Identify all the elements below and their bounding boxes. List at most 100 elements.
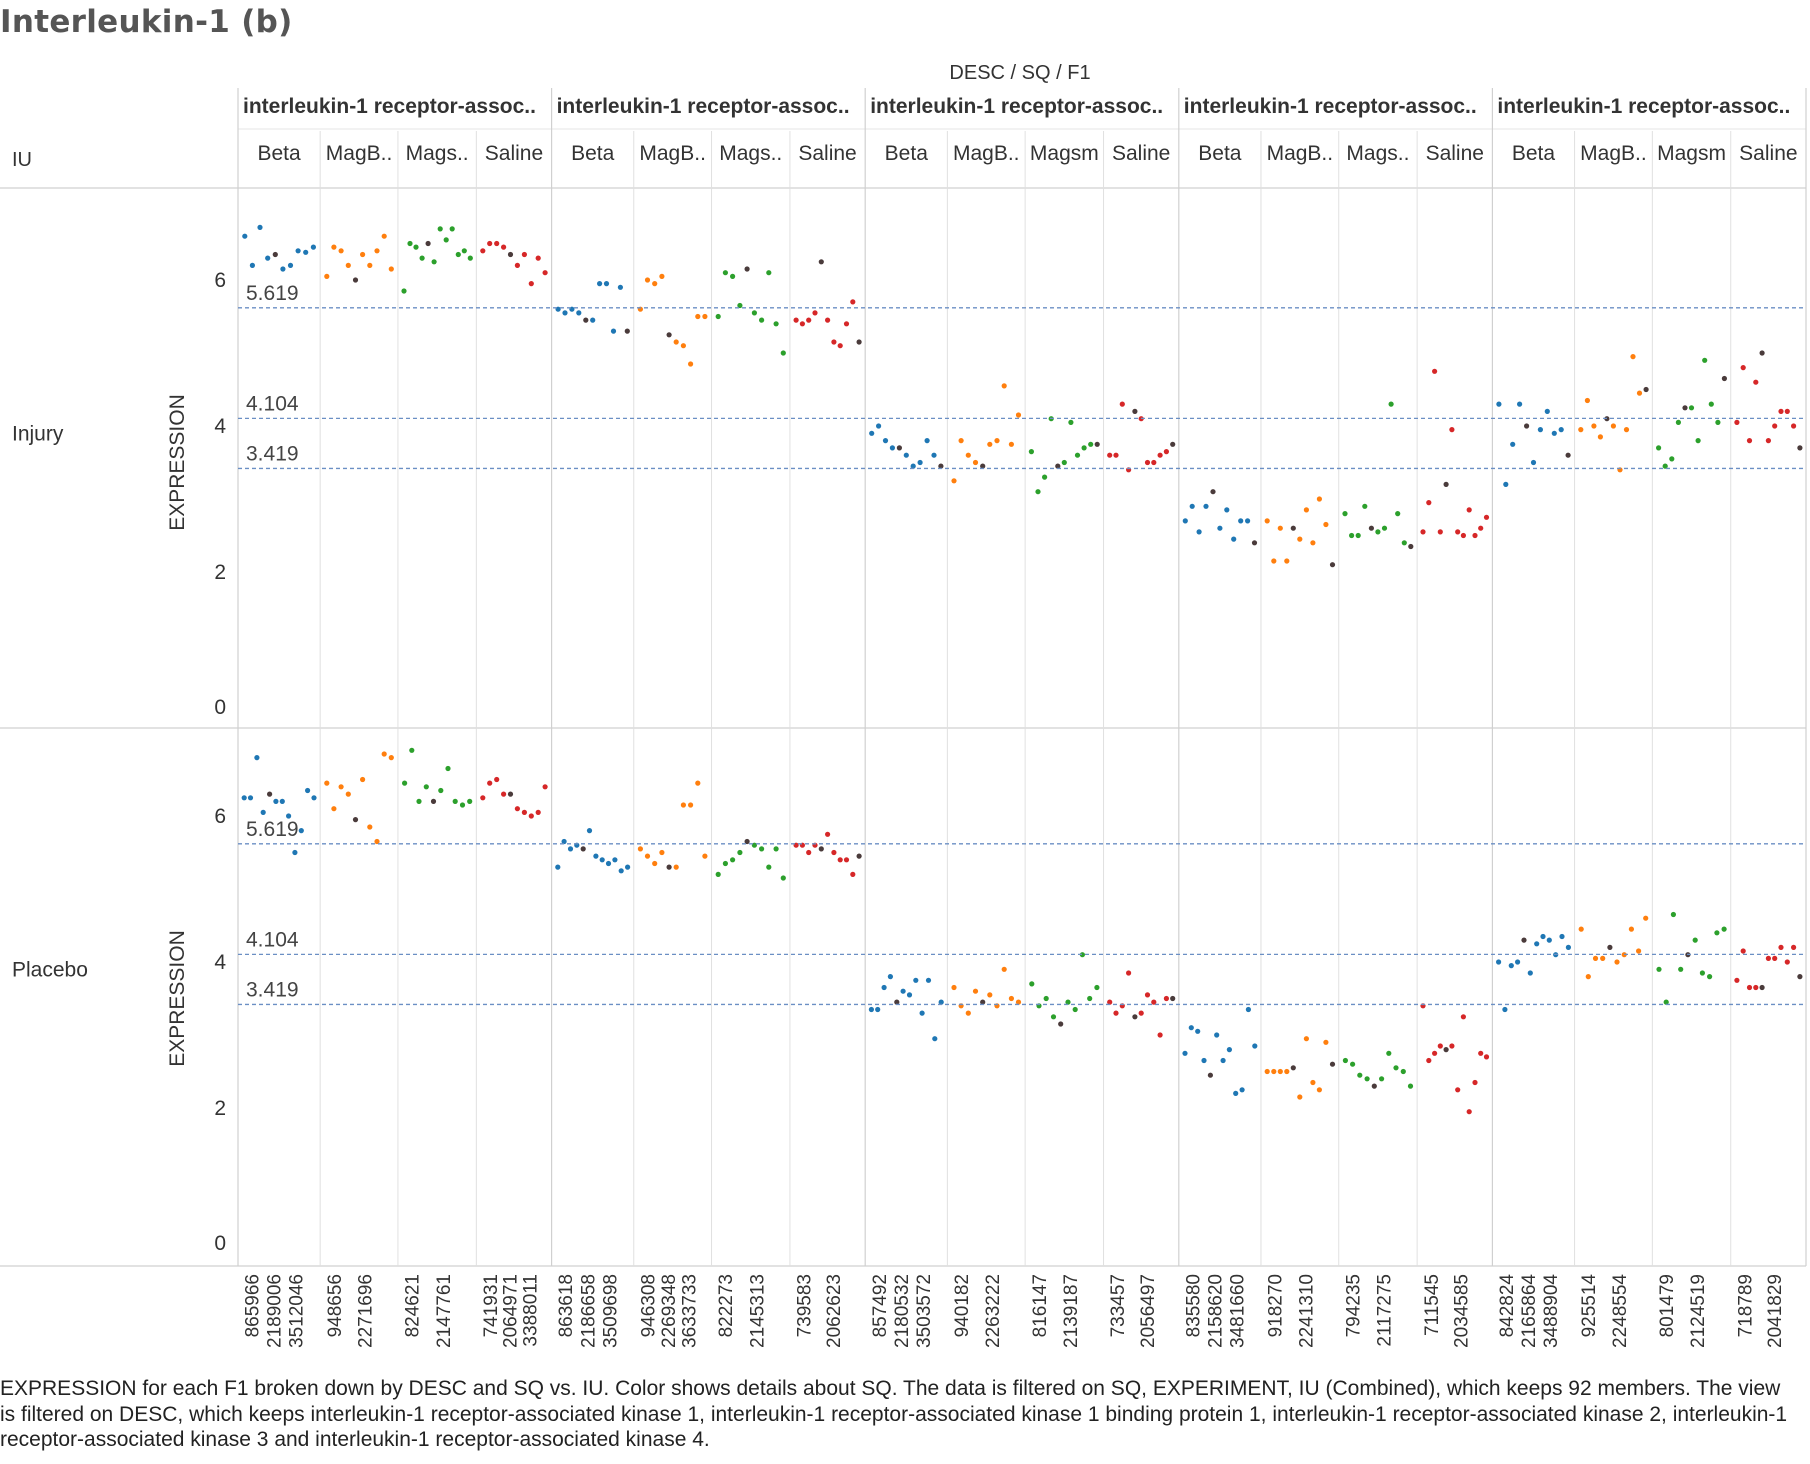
- data-point: [938, 999, 944, 1005]
- data-point: [324, 780, 330, 786]
- data-point: [1182, 1050, 1188, 1056]
- f1-label: 940182: [952, 1274, 973, 1337]
- data-point: [1460, 1014, 1466, 1020]
- data-point: [1375, 529, 1381, 535]
- data-point: [1591, 423, 1597, 429]
- data-point: [972, 988, 979, 994]
- data-point: [856, 339, 862, 345]
- row-dim-label: IU: [12, 149, 32, 171]
- data-point: [254, 755, 260, 761]
- f1-label: 3512046: [287, 1274, 308, 1348]
- data-point: [528, 281, 534, 287]
- data-point: [1303, 507, 1309, 513]
- data-point: [875, 1006, 881, 1013]
- data-point: [1432, 368, 1438, 374]
- f1-label: 865966: [243, 1274, 264, 1337]
- data-point: [625, 864, 631, 870]
- data-point: [352, 817, 359, 823]
- data-point: [951, 984, 957, 991]
- data-point: [722, 860, 729, 867]
- data-point: [1610, 423, 1616, 429]
- data-point: [759, 846, 765, 852]
- f1-label: 2186658: [578, 1274, 599, 1348]
- data-point: [295, 248, 301, 254]
- desc-header: interleukin-1 receptor-assoc..: [870, 95, 1163, 118]
- data-point: [831, 339, 837, 345]
- f1-label: 3388011: [520, 1274, 541, 1347]
- data-point: [1401, 540, 1407, 546]
- data-point: [1432, 1050, 1438, 1056]
- sq-header: Mags..: [406, 142, 469, 165]
- data-point: [980, 463, 986, 469]
- data-point: [407, 240, 413, 247]
- data-point: [715, 313, 721, 320]
- data-point: [352, 277, 359, 283]
- data-point: [1188, 1025, 1194, 1031]
- data-point: [501, 791, 507, 797]
- data-point: [1592, 955, 1599, 962]
- data-point: [279, 798, 285, 805]
- sq-header: Mags..: [1346, 142, 1409, 165]
- data-point: [931, 452, 937, 458]
- data-point: [360, 776, 366, 783]
- f1-label: 2269348: [659, 1274, 680, 1348]
- f1-label: 801479: [1657, 1274, 1678, 1337]
- data-point: [1323, 1039, 1329, 1045]
- data-point: [1163, 995, 1169, 1002]
- data-point: [695, 780, 701, 786]
- y-axis-title: EXPRESSION: [166, 930, 189, 1067]
- data-point: [1157, 452, 1163, 458]
- data-point: [688, 361, 694, 367]
- chart-title: Interleukin-1 (b): [0, 4, 293, 40]
- data-point: [1791, 423, 1797, 429]
- data-point: [1217, 525, 1223, 531]
- data-point: [1239, 1087, 1245, 1093]
- data-point: [1721, 375, 1727, 382]
- data-point: [612, 857, 618, 863]
- data-point: [1772, 423, 1778, 429]
- data-point: [1765, 955, 1771, 962]
- data-point: [1734, 977, 1740, 983]
- data-point: [925, 977, 932, 983]
- data-point: [1797, 445, 1803, 451]
- data-point: [1264, 518, 1270, 524]
- data-point: [241, 795, 247, 801]
- sq-header: Mags..: [719, 142, 782, 165]
- data-point: [825, 317, 831, 323]
- reference-line-label: 4.104: [246, 928, 299, 951]
- data-point: [780, 875, 786, 881]
- data-point: [528, 813, 534, 819]
- data-point: [1214, 1032, 1220, 1038]
- data-point: [1715, 419, 1721, 425]
- data-point: [324, 273, 330, 279]
- data-point: [951, 478, 957, 484]
- data-point: [766, 270, 772, 276]
- data-point: [272, 251, 278, 258]
- data-point: [869, 430, 875, 436]
- data-point: [1113, 452, 1119, 458]
- data-point: [1455, 1087, 1461, 1093]
- data-point: [1316, 1087, 1322, 1093]
- data-point: [345, 791, 351, 797]
- desc-header: interleukin-1 receptor-assoc..: [1497, 95, 1790, 118]
- data-point: [597, 281, 603, 287]
- data-point: [1058, 1021, 1064, 1027]
- f1-label: 3488904: [1541, 1274, 1562, 1348]
- data-point: [1119, 401, 1125, 407]
- data-point: [1042, 474, 1048, 480]
- f1-label: 2248554: [1610, 1274, 1631, 1348]
- data-point: [652, 281, 658, 287]
- data-point: [367, 824, 373, 830]
- sq-header: MagB..: [953, 142, 1020, 165]
- data-point: [1784, 408, 1790, 414]
- data-point: [487, 780, 493, 786]
- y-axis-title: EXPRESSION: [166, 394, 189, 531]
- data-point: [1558, 427, 1564, 433]
- data-point: [744, 266, 750, 272]
- data-point: [652, 860, 658, 867]
- data-point: [1277, 1068, 1283, 1075]
- data-point: [1483, 514, 1490, 520]
- data-point: [1231, 536, 1237, 542]
- data-point: [1065, 999, 1071, 1005]
- data-point: [1643, 386, 1649, 393]
